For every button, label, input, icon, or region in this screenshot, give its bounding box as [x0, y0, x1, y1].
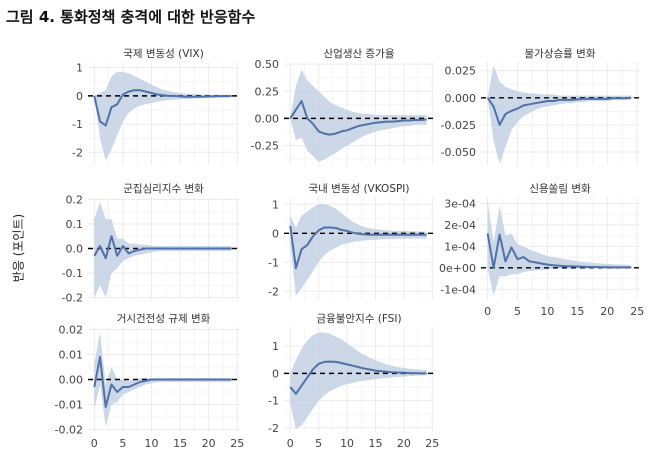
panel-title: 신용쏠림 변화 [529, 183, 591, 195]
y-tick-label: 0.2 [66, 193, 84, 206]
y-tick-label: -1e-04 [440, 283, 476, 296]
impulse-response-line [289, 360, 427, 395]
y-tick-label: 0.00 [59, 374, 84, 387]
y-tick-label: 0 [272, 227, 279, 240]
y-tick-label: 0.02 [59, 324, 84, 337]
confidence-band [487, 65, 632, 164]
y-tick-label: -0.25 [251, 139, 279, 152]
x-tick-label: 15 [173, 437, 187, 450]
panel-5: 국내 변동성 (VKOSPI) 1 0 -1 -2 [268, 183, 434, 300]
impulse-response-line [93, 235, 232, 260]
confidence-band [290, 332, 427, 430]
y-tick-label: -1 [268, 395, 279, 408]
y-tick-label: -0.02 [55, 424, 83, 437]
y-tick-label: -2 [72, 146, 83, 159]
x-tick-label: 25 [230, 437, 244, 450]
x-tick-label: 10 [340, 437, 354, 450]
y-tick-label: -0.01 [55, 399, 83, 412]
y-tick-label: 2e-04 [444, 219, 476, 232]
x-tick-label: 0 [484, 305, 491, 318]
y-tick-label: 0e+00 [439, 262, 476, 275]
x-tick-label: 10 [540, 305, 554, 318]
panel-title: 산업생산 증가율 [324, 47, 395, 60]
panel-title: 물가상승률 변화 [525, 48, 596, 60]
x-tick-label: 15 [368, 437, 382, 450]
y-tick-label: -2 [268, 422, 279, 435]
x-tick-label: 20 [397, 437, 411, 450]
y-tick-label: 1 [76, 62, 83, 75]
x-tick-label: 20 [600, 305, 614, 318]
panel-8: 금융불안지수 (FSI)10-1-20 5 10 15 20 25 [268, 313, 439, 450]
impulse-response-line [486, 96, 632, 126]
y-tick-label: 1e-04 [444, 240, 476, 253]
confidence-band [290, 69, 427, 162]
x-tick-label: 25 [630, 305, 644, 318]
panel-3: 물가상승률 변화 0.025 0.000 -0.025 -0.050 [441, 48, 639, 165]
panel-title: 거시건전성 규제 변화 [117, 313, 211, 325]
x-tick-label: 15 [570, 305, 584, 318]
x-tick-label: 5 [514, 305, 521, 318]
x-tick-label: 0 [91, 437, 98, 450]
impulse-response-line [486, 233, 632, 269]
y-tick-label: 1 [272, 340, 279, 353]
y-tick-label: 0.00 [255, 112, 280, 125]
y-tick-label: -0.2 [62, 292, 83, 305]
panel-4: 군집심리지수 변화 0.2 0.1 0.0 -0.1 -0.2 [62, 183, 239, 305]
y-tick-label: 0.0 [66, 243, 84, 256]
x-tick-label: 5 [119, 437, 126, 450]
y-tick-label: 0.025 [445, 65, 477, 78]
y-tick-label: 3e-04 [444, 197, 476, 210]
y-tick-label: 0 [272, 367, 279, 380]
impulse-response-line [93, 89, 232, 127]
y-tick-label: -0.050 [441, 146, 476, 159]
panel-title: 금융불안지수 (FSI) [316, 313, 401, 325]
y-tick-label: -0.025 [441, 119, 476, 132]
y-tick-label: 0.50 [255, 58, 280, 71]
y-tick-label: -0.1 [62, 267, 83, 280]
y-tick-label: -1 [72, 118, 83, 131]
y-tick-label: 0 [76, 90, 83, 103]
confidence-band [94, 201, 232, 298]
impulse-response-line [289, 100, 427, 136]
panel-2: 산업생산 증가율 0.50 0.25 0.00 -0.25 [251, 47, 434, 165]
impulse-response-line [93, 356, 232, 408]
y-tick-label: 0.1 [66, 218, 84, 231]
panel-1: 국제 변동성 (VIX) 1 0 -1 -2 [72, 48, 239, 165]
y-tick-label: -1 [268, 256, 279, 269]
x-tick-label: 0 [287, 437, 294, 450]
confidence-band [487, 201, 632, 296]
panel-6: 신용쏠림 변화 3e-04 2e-04 1e-04 0e+00 -1e-04 0 5 10 15 2… [439, 183, 644, 318]
panel-title: 국내 변동성 (VKOSPI) [308, 183, 409, 195]
y-tick-label: 0.25 [255, 85, 280, 98]
x-tick-label: 5 [315, 437, 322, 450]
y-tick-label: -2 [268, 285, 279, 298]
panel-title: 국제 변동성 (VIX) [123, 48, 204, 60]
x-tick-label: 10 [144, 437, 158, 450]
y-tick-label: 0.01 [59, 349, 84, 362]
y-tick-label: 1 [272, 198, 279, 211]
confidence-band [290, 204, 427, 296]
figure-title: 그림 4. 통화정책 충격에 대한 반응함수 [6, 8, 256, 26]
x-tick-label: 20 [202, 437, 216, 450]
impulse-response-line [289, 225, 427, 270]
confidence-band [94, 71, 232, 161]
panel-7: 거시건전성 규제 변화 0.02 0.01 0.00 -0.01 -0.02 0 5 10 15 2… [55, 313, 245, 450]
x-tick-label: 25 [425, 437, 439, 450]
y-tick-label: 0.000 [445, 92, 477, 105]
panel-title: 군집심리지수 변화 [123, 183, 204, 195]
